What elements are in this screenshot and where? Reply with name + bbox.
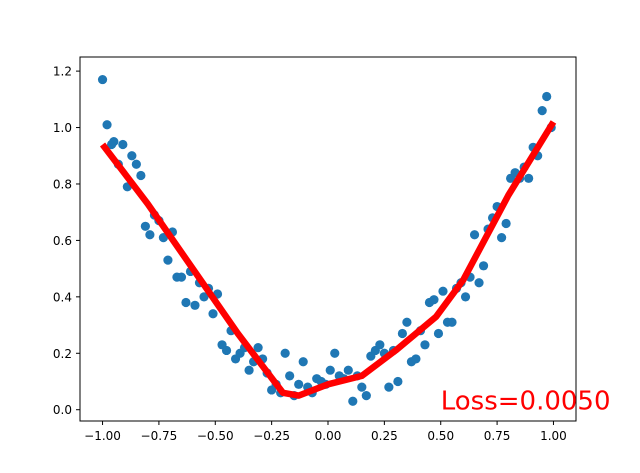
data-point <box>221 345 232 356</box>
x-tick-label: 0.00 <box>315 429 342 443</box>
data-point <box>131 159 141 169</box>
data-point <box>176 272 187 282</box>
data-point <box>438 286 448 296</box>
data-point <box>474 278 484 288</box>
data-point <box>294 379 304 389</box>
data-point <box>397 328 407 339</box>
data-point <box>190 300 200 310</box>
x-tick-label: −0.50 <box>197 429 234 443</box>
data-point <box>537 106 547 116</box>
chart-marks <box>97 74 557 406</box>
x-tick-label: 0.50 <box>427 429 454 443</box>
x-tick-label: 0.75 <box>484 429 511 443</box>
data-point <box>127 151 137 161</box>
data-point <box>375 340 385 350</box>
data-point <box>420 340 430 350</box>
data-point <box>384 382 394 392</box>
data-point <box>102 120 112 130</box>
data-point <box>253 343 263 353</box>
data-point <box>136 170 146 181</box>
data-point <box>357 382 367 392</box>
y-tick-label: 0.2 <box>53 347 72 361</box>
data-point <box>330 348 340 358</box>
data-point <box>393 376 403 387</box>
y-tick-label: 1.0 <box>53 121 72 135</box>
data-point <box>97 74 108 85</box>
data-point <box>411 354 421 364</box>
data-point <box>109 137 119 147</box>
loss-annotation: Loss=0.0050 <box>441 387 611 417</box>
data-point <box>497 232 507 243</box>
data-point <box>460 292 471 302</box>
data-point <box>524 173 534 183</box>
data-point <box>199 292 209 302</box>
data-point <box>208 309 218 319</box>
data-point <box>348 396 358 406</box>
data-point <box>469 230 480 240</box>
data-point <box>402 317 412 327</box>
y-tick-label: 0.4 <box>53 290 72 304</box>
y-tick-label: 0.6 <box>53 234 72 248</box>
x-tick-label: 1.00 <box>540 429 567 443</box>
data-point <box>118 139 128 150</box>
data-point <box>478 261 489 271</box>
x-tick-label: −0.75 <box>141 429 178 443</box>
y-tick-label: 0.0 <box>53 403 72 417</box>
chart-axes: −1.00 −0.75 −0.50 −0.25 0.00 0.25 0.50 0.75 1.00… <box>53 56 577 443</box>
data-point <box>181 297 191 308</box>
x-tick-label: 0.25 <box>371 429 398 443</box>
y-tick-label: 1.2 <box>53 65 72 79</box>
data-point <box>501 218 511 229</box>
x-tick-label: −0.25 <box>253 429 290 443</box>
data-point <box>361 391 371 401</box>
x-tick-label: −1.00 <box>84 429 121 443</box>
data-point <box>163 255 173 265</box>
data-point <box>140 221 150 231</box>
data-point <box>433 328 444 339</box>
data-point <box>145 230 155 240</box>
data-point <box>542 91 552 102</box>
data-point <box>244 365 254 375</box>
data-point <box>343 365 353 375</box>
data-point <box>280 348 290 358</box>
data-point <box>447 317 457 327</box>
data-point <box>429 295 439 305</box>
data-point <box>298 357 308 367</box>
y-tick-label: 0.8 <box>53 177 72 191</box>
data-point <box>325 365 335 375</box>
prediction-line <box>99 120 557 399</box>
data-point <box>285 371 295 381</box>
